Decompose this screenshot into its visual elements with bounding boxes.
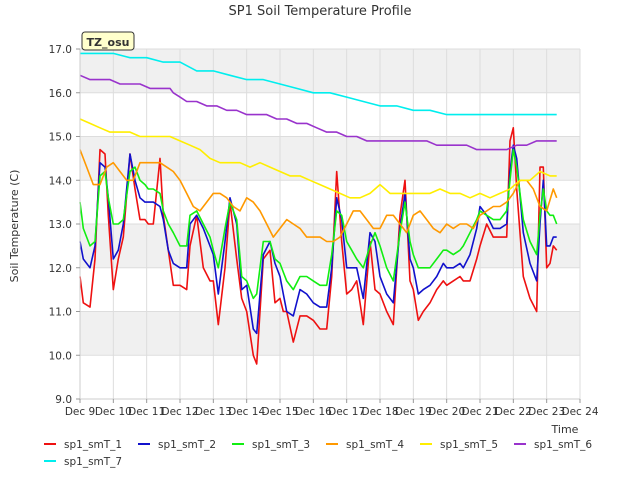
series-line-sp1_smT_4	[79, 149, 558, 243]
station-annotation-text: TZ_osu	[87, 36, 130, 49]
series-line-sp1_smT_7	[80, 52, 557, 116]
x-tick-label: Dec 17	[328, 406, 365, 418]
data-series-lines	[79, 52, 558, 365]
x-tick-label: Dec 21	[461, 406, 498, 418]
x-tick-label: Dec 14	[228, 406, 265, 418]
x-tick-label: Dec 23	[528, 406, 565, 418]
x-tick-label: Dec 19	[395, 406, 432, 418]
x-axis-label: Time	[551, 423, 579, 436]
x-tick-label: Dec 22	[495, 406, 532, 418]
legend-label-sp1_smT_5: sp1_smT_5	[440, 439, 498, 451]
y-tick-label: 17.0	[49, 44, 72, 56]
y-tick-label: 15.0	[49, 132, 72, 144]
legend-label-sp1_smT_2: sp1_smT_2	[158, 439, 216, 451]
legend-label-sp1_smT_6: sp1_smT_6	[534, 439, 592, 451]
y-axis-ticks: 9.0 10.0 11.0 12.0 13.0 14.0 15.0 16.0 17.0	[49, 44, 80, 406]
x-tick-label: Dec 15	[261, 406, 298, 418]
y-tick-label: 11.0	[49, 307, 72, 319]
legend: sp1_smT_1 sp1_smT_2 sp1_smT_3 sp1_smT_4 sp1_…	[44, 439, 592, 468]
series-line-sp1_smT_6	[79, 74, 557, 151]
legend-label-sp1_smT_7: sp1_smT_7	[64, 456, 122, 468]
y-tick-label: 13.0	[49, 219, 72, 231]
station-annotation-box	[81, 31, 135, 51]
y-tick-label: 14.0	[49, 175, 72, 187]
legend-label-sp1_smT_4: sp1_smT_4	[346, 439, 404, 451]
x-tick-label: Dec 12	[161, 406, 198, 418]
plot-band	[80, 49, 580, 93]
legend-label-sp1_smT_3: sp1_smT_3	[252, 439, 310, 451]
x-tick-label: Dec 16	[295, 406, 332, 418]
y-tick-label: 10.0	[49, 350, 72, 362]
y-tick-label: 9.0	[55, 394, 72, 406]
x-tick-label: Dec 10	[95, 406, 132, 418]
y-tick-label: 12.0	[49, 263, 72, 275]
legend-label-sp1_smT_1: sp1_smT_1	[64, 439, 122, 451]
station-annotation: TZ_osu	[81, 31, 135, 51]
plot-band	[80, 311, 580, 356]
x-tick-label: Dec 18	[361, 406, 398, 418]
series-line-sp1_smT_3	[79, 148, 558, 300]
x-tick-label: Dec 9	[65, 406, 95, 418]
chart-title: SP1 Soil Temperature Profile	[229, 4, 412, 19]
y-axis-label: Soil Temperature (C)	[8, 170, 21, 283]
plot-band	[80, 136, 580, 181]
series-line-sp1_smT_1	[79, 127, 558, 365]
x-tick-label: Dec 24	[561, 406, 598, 418]
grid-lines	[79, 48, 581, 400]
x-tick-label: Dec 11	[128, 406, 165, 418]
x-tick-label: Dec 20	[428, 406, 465, 418]
x-tick-label: Dec 13	[195, 406, 232, 418]
y-tick-label: 16.0	[49, 88, 72, 100]
series-line-sp1_smT_5	[79, 118, 557, 199]
